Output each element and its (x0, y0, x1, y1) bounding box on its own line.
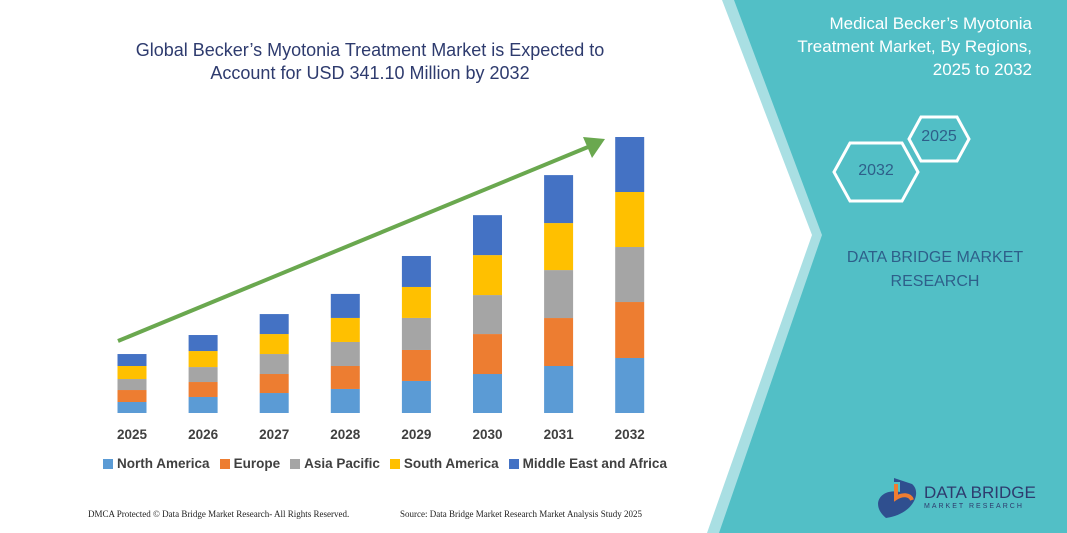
panel-title: Medical Becker’s Myotonia Treatment Mark… (797, 14, 1032, 79)
bar-segment (259, 393, 289, 413)
bar-segment (473, 215, 502, 256)
bar-segment (188, 396, 218, 413)
x-tick-label: 2025 (117, 427, 148, 442)
logo-mark (894, 484, 914, 502)
bar-segment (401, 286, 431, 318)
legend-swatch (103, 458, 114, 469)
legend-label: Asia Pacific (304, 456, 380, 471)
legend: North America Europe Asia Pacific South Ame… (90, 456, 680, 471)
trend-arrowhead (583, 137, 605, 158)
bar-segment (401, 349, 431, 381)
bar-segment (117, 354, 147, 367)
bar-segment (117, 390, 147, 402)
bar-segment (259, 354, 289, 375)
hexagon-label: 2025 (921, 128, 957, 145)
legend-swatch (290, 458, 301, 469)
bar-segment (117, 401, 147, 413)
bar-segment (544, 270, 574, 319)
bar-segment (188, 367, 218, 383)
bar-segment (615, 302, 645, 358)
x-tick-label: 2028 (330, 427, 361, 442)
legend-label: South America (403, 456, 499, 471)
x-tick-label: 2029 (401, 427, 431, 442)
bar-segment (615, 247, 645, 303)
x-tick-label: 2027 (259, 427, 289, 442)
bar-segment (615, 357, 645, 413)
x-tick-label: 2026 (188, 427, 219, 442)
bar-segment (188, 382, 218, 397)
bar-segment (188, 351, 218, 368)
x-tick-label: 2031 (544, 427, 575, 442)
logo-tagline: MARKET RESEARCH (924, 503, 1024, 510)
footer-left: DMCA Protected © Data Bridge Market Rese… (88, 509, 350, 519)
bar-segment (259, 314, 289, 335)
legend-item: Asia Pacific (290, 456, 380, 471)
panel (719, 0, 1067, 533)
bar-segment (473, 374, 502, 413)
bar-segment (117, 366, 147, 380)
x-tick-label: 2030 (472, 427, 502, 442)
bar-segment (615, 192, 645, 248)
bar-segment (259, 374, 289, 394)
bar-segment (401, 255, 431, 287)
panel-brand: DATA BRIDGE MARKET RESEARCH (846, 249, 1024, 290)
legend-swatch (508, 458, 519, 469)
bar-segment (544, 223, 574, 271)
footer-right: Source: Data Bridge Market Research Mark… (400, 509, 642, 519)
bar-segment (117, 379, 147, 391)
bar-segment (544, 366, 574, 413)
bar-segment (330, 366, 360, 389)
bar-segment (330, 293, 360, 318)
legend-label: Middle East and Africa (522, 456, 667, 471)
x-tick-label: 2032 (615, 427, 645, 442)
bar-segment (401, 317, 431, 350)
bar-segment (259, 334, 289, 355)
bar-segment (473, 334, 502, 375)
bar-segment (473, 255, 502, 296)
hexagon (907, 115, 971, 163)
legend-item: South America (389, 456, 499, 471)
legend-label: North America (117, 456, 210, 471)
chart-title: Global Becker’s Myotonia Treatment Marke… (135, 40, 605, 83)
bar-segment (330, 341, 360, 367)
legend-swatch (219, 458, 230, 469)
bar-segment (544, 175, 574, 224)
hexagon (832, 141, 920, 203)
bar-segment (330, 388, 360, 413)
logo-name: DATA BRIDGE (924, 483, 1036, 502)
bar-segment (544, 318, 574, 367)
trend-arrow (117, 145, 589, 343)
bar-segment (330, 317, 360, 342)
legend-swatch (389, 458, 400, 469)
legend-item: Middle East and Africa (508, 456, 667, 471)
bar-segment (473, 295, 502, 335)
legend-label: Europe (233, 456, 281, 471)
bar-segment (401, 380, 431, 413)
bar-segment (188, 335, 218, 352)
legend-item: North America (103, 456, 210, 471)
legend-item: Europe (219, 456, 281, 471)
hexagon-label: 2032 (858, 162, 894, 179)
bar-segment (615, 137, 645, 193)
